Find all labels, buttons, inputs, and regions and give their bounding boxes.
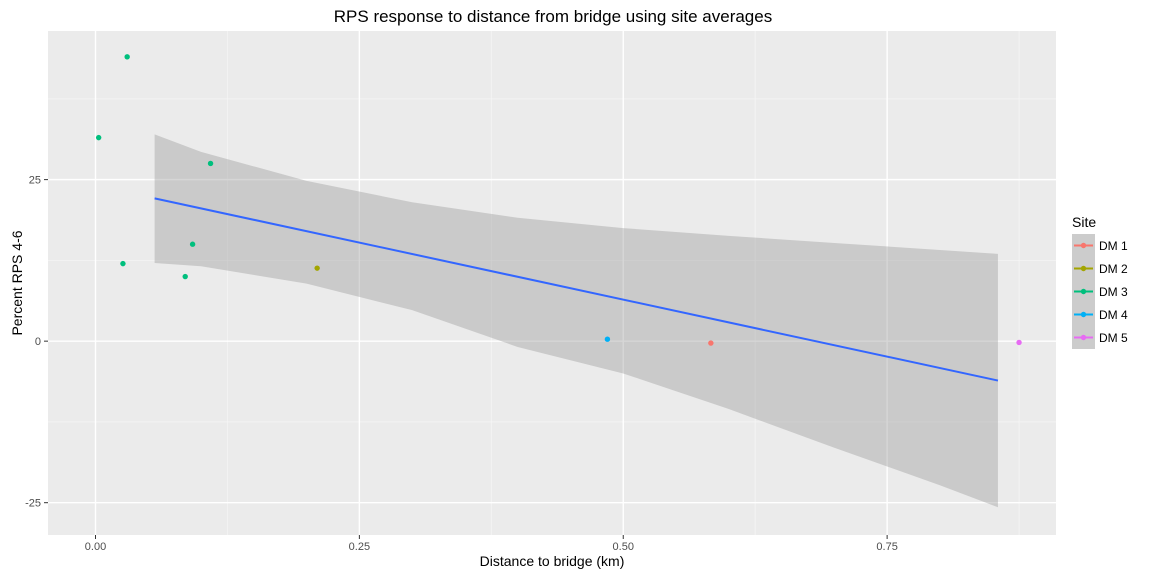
- plot-panel: [48, 31, 1056, 535]
- data-point: [124, 54, 130, 60]
- legend-label: DM 3: [1099, 285, 1128, 299]
- x-tick-label: 0.25: [349, 541, 370, 553]
- x-axis-title: Distance to bridge (km): [480, 553, 625, 569]
- confidence-band: [154, 134, 998, 508]
- data-point: [120, 260, 126, 267]
- legend-label: DM 5: [1099, 331, 1128, 345]
- legend-key-point: [1080, 242, 1087, 249]
- legend-key-point: [1080, 334, 1087, 341]
- legend-label: DM 2: [1099, 262, 1128, 276]
- data-point: [314, 265, 320, 271]
- y-axis-title: Percent RPS 4-6: [9, 230, 25, 335]
- grid: [48, 31, 1056, 535]
- data-point: [1016, 339, 1022, 346]
- x-tick-label: 0.75: [876, 541, 897, 553]
- legend: Site DM 1 DM 2 DM 3 DM 4 DM 5: [1072, 214, 1128, 349]
- fit-line-layer: [154, 197, 999, 382]
- data-point: [207, 160, 214, 167]
- x-tick-label: 0.00: [85, 541, 106, 553]
- x-axis-ticks: 0.00 0.25 0.50 0.75: [85, 535, 898, 553]
- y-tick-label: -25: [25, 498, 41, 510]
- y-axis-ticks: -25 0 25: [25, 175, 48, 510]
- data-point: [182, 273, 188, 280]
- data-point: [189, 241, 196, 247]
- legend-label: DM 4: [1099, 308, 1128, 322]
- data-point: [708, 340, 714, 346]
- legend-key-point: [1080, 265, 1087, 272]
- data-point: [95, 134, 102, 141]
- data-point: [604, 336, 611, 342]
- chart-title: RPS response to distance from bridge usi…: [334, 7, 772, 26]
- y-tick-label: 25: [29, 175, 41, 187]
- legend-key-point: [1080, 311, 1087, 318]
- legend-key-point: [1080, 288, 1087, 295]
- fit-line: [154, 197, 999, 382]
- legend-title: Site: [1072, 214, 1096, 230]
- x-tick-label: 0.50: [613, 541, 634, 553]
- points-layer: [95, 54, 1022, 346]
- legend-label: DM 1: [1099, 239, 1128, 253]
- confidence-band-layer: [154, 134, 998, 508]
- y-tick-label: 0: [35, 336, 41, 348]
